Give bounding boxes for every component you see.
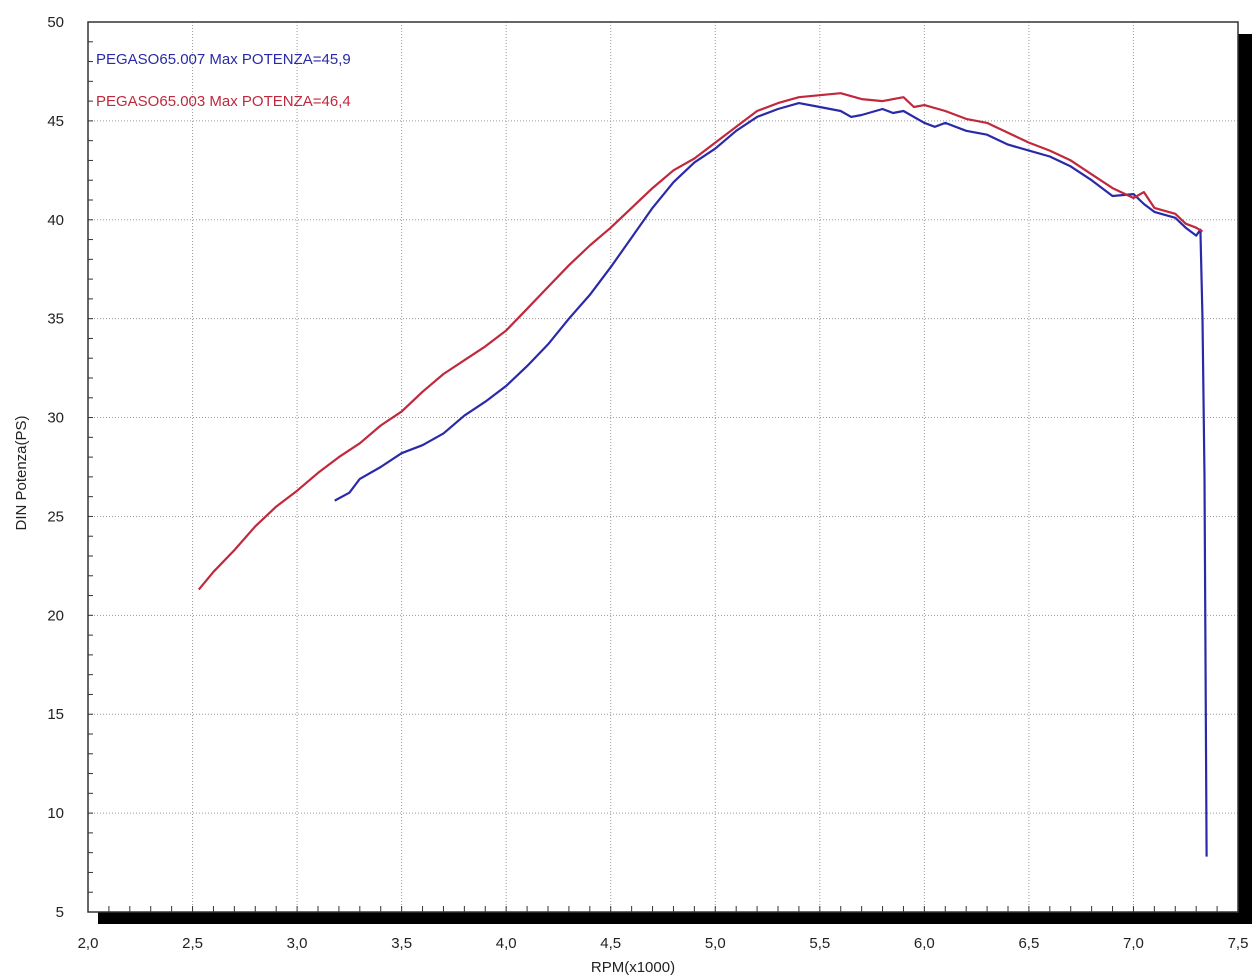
x-tick-label: 7,5	[1228, 935, 1249, 952]
series-line-1	[334, 102, 1208, 857]
x-tick-label: 2,0	[78, 935, 99, 952]
y-tick-label: 5	[56, 904, 64, 921]
legend: PEGASO65.007 Max POTENZA=45,9 PEGASO65.00…	[96, 51, 351, 110]
x-tick-label: 2,5	[182, 935, 203, 952]
series-line-2	[197, 92, 1204, 591]
x-tick-label: 5,0	[705, 935, 726, 952]
y-tick-label: 30	[47, 410, 64, 427]
y-tick-label: 20	[47, 607, 64, 624]
x-tick-label: 6,5	[1018, 935, 1039, 952]
y-tick-label: 35	[47, 311, 64, 328]
x-tick-label: 7,0	[1123, 935, 1144, 952]
legend-entry-1: PEGASO65.007 Max POTENZA=45,9	[96, 51, 351, 68]
y-axis-title: DIN Potenza(PS)	[13, 415, 30, 530]
x-tick-label: 6,0	[914, 935, 935, 952]
y-tick-label: 15	[47, 706, 64, 723]
series-layer	[197, 92, 1208, 857]
grid	[88, 22, 1238, 912]
x-tick-label: 3,0	[287, 935, 308, 952]
frame-shadow-right	[1238, 34, 1252, 924]
x-tick-label: 3,5	[391, 935, 412, 952]
frame-shadow-bottom	[98, 912, 1252, 924]
y-tick-label: 50	[47, 14, 64, 31]
x-tick-label: 4,5	[600, 935, 621, 952]
x-tick-label: 5,5	[809, 935, 830, 952]
x-tick-label: 4,0	[496, 935, 517, 952]
y-tick-label: 10	[47, 805, 64, 822]
y-tick-label: 25	[47, 508, 64, 525]
y-axis-ticks: 5 10 15 20 25 30 35 40 45 50	[47, 14, 64, 921]
y-tick-label: 45	[47, 113, 64, 130]
y-tick-label: 40	[47, 212, 64, 229]
minor-ticks	[87, 21, 1239, 913]
x-axis-ticks: 2,0 2,5 3,0 3,5 4,0 4,5 5,0 5,5 6,0 6,5 7,0 7,5	[78, 935, 1249, 952]
legend-entry-2: PEGASO65.003 Max POTENZA=46,4	[96, 93, 351, 110]
x-axis-title: RPM(x1000)	[591, 959, 675, 976]
plot-frame	[87, 21, 1239, 913]
